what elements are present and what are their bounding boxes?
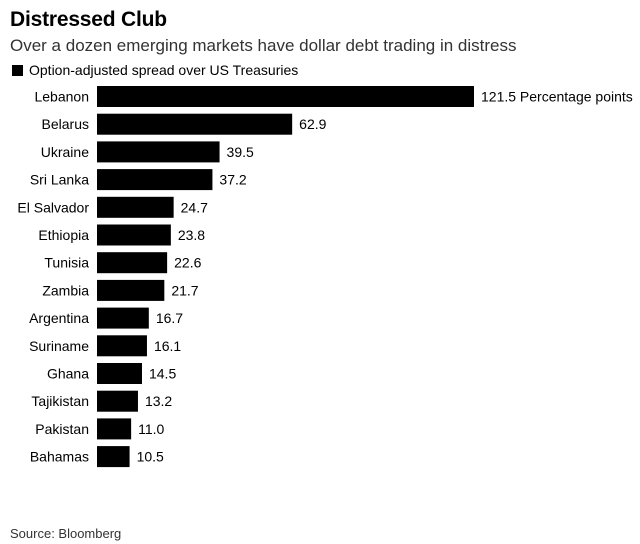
bar: [97, 307, 149, 329]
value-label: 39.5: [227, 144, 254, 160]
value-label: 13.2: [145, 393, 172, 409]
bar: [97, 113, 293, 135]
value-label: 10.5: [137, 449, 164, 465]
bar: [97, 224, 171, 246]
bar: [97, 446, 130, 468]
category-label: Pakistan: [35, 421, 89, 437]
category-label: Lebanon: [34, 89, 89, 105]
legend-label: Option-adjusted spread over US Treasurie…: [29, 62, 299, 78]
category-label: Suriname: [29, 338, 89, 354]
value-label: 11.0: [138, 421, 164, 437]
bar: [97, 279, 165, 301]
bar: [97, 196, 174, 218]
chart-title: Distressed Club: [10, 8, 167, 31]
value-label: 14.5: [149, 366, 176, 382]
category-label: Argentina: [29, 310, 89, 326]
legend-swatch: [12, 64, 23, 76]
category-label: Ethiopia: [38, 227, 89, 243]
value-label: 121.5 Percentage points: [481, 89, 633, 105]
chart-legend: Option-adjusted spread over US Treasurie…: [12, 62, 298, 78]
category-label: El Salvador: [17, 199, 89, 215]
bar: [97, 86, 474, 107]
bar: [97, 141, 220, 163]
bar-chart: Lebanon 121.5 Percentage points Belarus 62.…: [17, 86, 633, 468]
category-label: Tunisia: [44, 255, 89, 271]
bar: [97, 418, 132, 440]
value-label: 16.1: [154, 338, 181, 354]
value-label: 24.7: [181, 199, 208, 215]
category-label: Ghana: [47, 366, 89, 382]
category-label: Zambia: [42, 282, 89, 298]
chart-subtitle: Over a dozen emerging markets have dolla…: [10, 36, 517, 55]
category-label: Tajikistan: [31, 393, 89, 409]
value-label: 22.6: [174, 255, 201, 271]
value-label: 16.7: [156, 310, 183, 326]
bar: [97, 169, 213, 191]
value-label: 37.2: [219, 172, 246, 188]
source-note: Source: Bloomberg: [10, 526, 122, 541]
bar: [97, 363, 142, 384]
value-label: 21.7: [171, 282, 198, 298]
category-label: Belarus: [42, 116, 89, 132]
category-label: Sri Lanka: [30, 172, 89, 188]
category-label: Bahamas: [30, 449, 89, 465]
bar: [97, 390, 138, 412]
bar: [97, 335, 147, 357]
bar: [97, 252, 168, 274]
value-label: 23.8: [178, 227, 205, 243]
category-label: Ukraine: [41, 144, 89, 160]
value-label: 62.9: [299, 116, 326, 132]
